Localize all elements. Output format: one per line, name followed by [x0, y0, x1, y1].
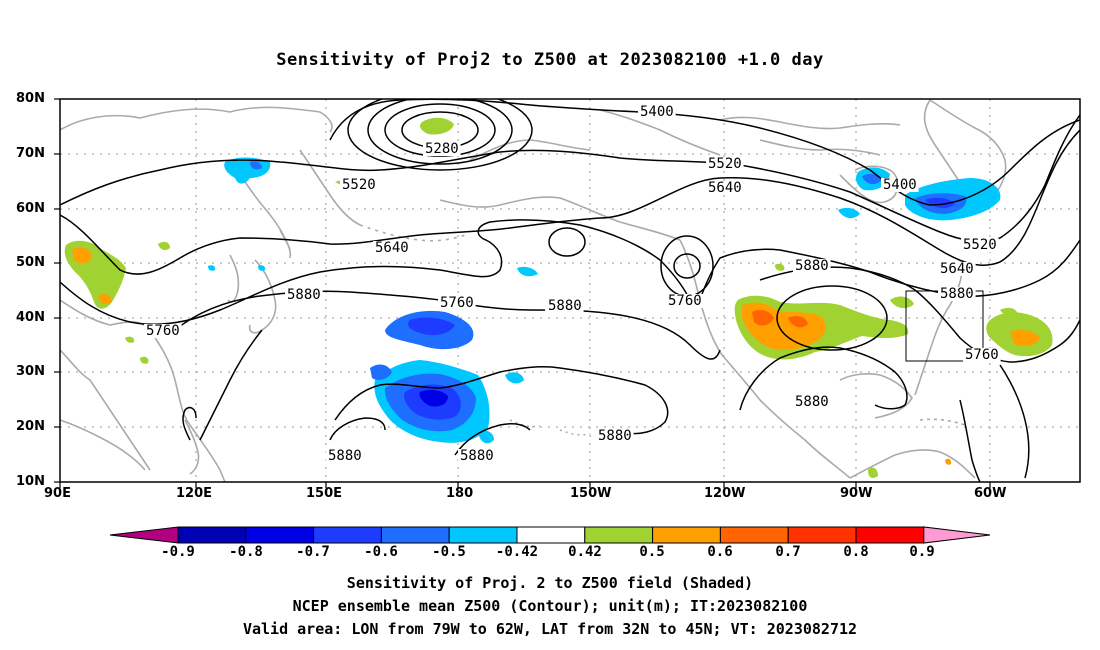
map-title: Sensitivity of Proj2 to Z500 at 20230821…: [276, 50, 824, 70]
lat-label-60n: 60N: [16, 201, 45, 216]
lon-label-90e: 90E: [44, 486, 71, 501]
colorbar-swatch: [584, 526, 654, 544]
colorbar-swatch: [719, 526, 789, 544]
lat-label-70n: 70N: [16, 146, 45, 161]
contour-label-bg: [458, 449, 496, 463]
lat-label-10n: 10N: [16, 474, 45, 489]
contour-label-bg: [793, 395, 831, 409]
contour-label-bg: [666, 294, 704, 308]
contour-label: 5880: [328, 448, 362, 464]
lat-label-50n: 50N: [16, 255, 45, 270]
contour-label: 5520: [342, 177, 376, 193]
colorbar-swatch: [380, 526, 450, 544]
contour-label-bg: [373, 241, 411, 255]
lat-label-40n: 40N: [16, 310, 45, 325]
contour-label: 5640: [708, 180, 742, 196]
axis-ticks: [54, 98, 991, 488]
colorbar-swatch: [245, 526, 315, 544]
contour-label: 5880: [548, 298, 582, 314]
contour-label: 5880: [795, 258, 829, 274]
contour-label-bg: [438, 296, 476, 310]
colorbar-label: 0.7: [775, 544, 801, 560]
colorbar-swatch: [652, 526, 721, 544]
contour-label: 5760: [146, 323, 180, 339]
contour-label: 5880: [287, 287, 321, 303]
lat-label-30n: 30N: [16, 364, 45, 379]
caption-valid-area: Valid area: LON from 79W to 62W, LAT fro…: [242, 620, 858, 638]
lon-label-90w: 90W: [840, 486, 873, 501]
contour-label: 5880: [460, 448, 494, 464]
colorbar-swatch: [313, 526, 382, 544]
colorbar-label: 0.8: [843, 544, 869, 560]
colorbar-swatch: [787, 526, 857, 544]
lat-label-80n: 80N: [16, 91, 45, 106]
contour-label-bg: [144, 324, 182, 338]
contour-label: 5880: [940, 286, 974, 302]
contour-labels: 5400 5280 5520 5640 5760 5880 5880 5880 5880 5760…: [144, 104, 1001, 464]
contour-label-bg: [638, 105, 676, 119]
colorbar-label: -0.6: [364, 544, 398, 560]
contour-label-bg: [793, 259, 831, 273]
colorbar-label: 0.42: [568, 544, 602, 560]
contour-label: 5880: [598, 428, 632, 444]
lon-label-60w: 60W: [974, 486, 1007, 501]
contour-label-bg: [706, 181, 744, 195]
contour-label: 5280: [425, 141, 459, 157]
contour-label-bg: [423, 142, 461, 156]
contour-label: 5400: [883, 177, 917, 193]
colorbar-label: 0.6: [707, 544, 733, 560]
contour-label-bg: [963, 348, 1001, 362]
lon-label-150e: 150E: [306, 486, 343, 501]
colorbar-label: 0.9: [909, 544, 935, 560]
colorbar: [109, 526, 991, 544]
lon-label-120w: 120W: [704, 486, 746, 501]
colorbar-swatch: [516, 526, 586, 544]
lon-label-180: 180: [446, 486, 474, 501]
contour-label: 5760: [668, 293, 702, 309]
contour-label-bg: [881, 178, 919, 192]
contour-label-bg: [326, 449, 364, 463]
contour-label: 5640: [940, 261, 974, 277]
lon-label-120e: 120E: [176, 486, 213, 501]
contour-label: 5520: [708, 156, 742, 172]
lat-label-20n: 20N: [16, 419, 45, 434]
lon-label-150w: 150W: [570, 486, 612, 501]
contour-label-bg: [596, 429, 634, 443]
colorbar-swatch: [855, 526, 925, 544]
contour-label: 5760: [965, 347, 999, 363]
colorbar-swatch: [448, 526, 518, 544]
colorbar-min-triangle: [109, 526, 179, 544]
contour-label-bg: [285, 288, 323, 302]
colorbar-label: -0.9: [161, 544, 195, 560]
contour-label: 5400: [640, 104, 674, 120]
contour-label: 5880: [795, 394, 829, 410]
contour-label: 5520: [963, 237, 997, 253]
contour-label-bg: [961, 238, 999, 252]
map-frame: [59, 98, 1081, 483]
contour-label-bg: [340, 178, 378, 192]
contour-label-bg: [706, 157, 744, 171]
contour-label: 5760: [440, 295, 474, 311]
caption-contour: NCEP ensemble mean Z500 (Contour); unit(…: [292, 597, 808, 615]
colorbar-label: -0.7: [296, 544, 330, 560]
contour-label-bg: [546, 299, 584, 313]
contour-label-bg: [938, 262, 976, 276]
contour-label-bg: [938, 287, 976, 301]
colorbar-label: -0.8: [229, 544, 263, 560]
colorbar-swatch: [177, 526, 247, 544]
colorbar-label: -0.5: [432, 544, 466, 560]
colorbar-label: -0.42: [495, 544, 539, 560]
caption-shaded: Sensitivity of Proj. 2 to Z500 field (Sh…: [346, 574, 754, 592]
colorbar-label: 0.5: [639, 544, 665, 560]
contour-label: 5640: [375, 240, 409, 256]
colorbar-max-triangle: [923, 526, 991, 544]
